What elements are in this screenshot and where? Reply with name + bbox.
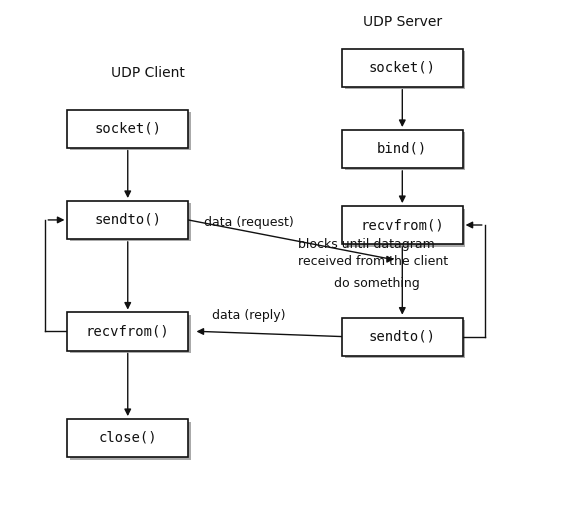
Text: UDP Server: UDP Server <box>363 15 442 29</box>
FancyBboxPatch shape <box>342 49 463 87</box>
FancyBboxPatch shape <box>342 318 463 356</box>
FancyBboxPatch shape <box>70 315 191 353</box>
FancyBboxPatch shape <box>68 201 188 239</box>
FancyBboxPatch shape <box>345 208 466 246</box>
Text: data (reply): data (reply) <box>212 309 285 322</box>
Text: data (request): data (request) <box>204 216 293 229</box>
FancyBboxPatch shape <box>70 421 191 460</box>
FancyBboxPatch shape <box>342 130 463 168</box>
Text: socket(): socket() <box>94 121 161 135</box>
Text: bind(): bind() <box>377 142 427 156</box>
Text: recvfrom(): recvfrom() <box>86 325 169 339</box>
Text: sendto(): sendto() <box>94 213 161 227</box>
FancyBboxPatch shape <box>345 132 466 170</box>
FancyBboxPatch shape <box>68 313 188 351</box>
FancyBboxPatch shape <box>345 51 466 89</box>
FancyBboxPatch shape <box>68 109 188 147</box>
Text: do something: do something <box>334 277 419 290</box>
Text: recvfrom(): recvfrom() <box>360 218 444 232</box>
Text: sendto(): sendto() <box>369 330 436 343</box>
Text: UDP Client: UDP Client <box>111 66 185 80</box>
FancyBboxPatch shape <box>70 203 191 241</box>
FancyBboxPatch shape <box>342 206 463 244</box>
FancyBboxPatch shape <box>70 112 191 150</box>
FancyBboxPatch shape <box>68 419 188 457</box>
FancyBboxPatch shape <box>345 320 466 358</box>
Text: close(): close() <box>99 431 157 445</box>
Text: socket(): socket() <box>369 61 436 75</box>
Text: blocks until datagram
received from the client: blocks until datagram received from the … <box>298 238 448 268</box>
